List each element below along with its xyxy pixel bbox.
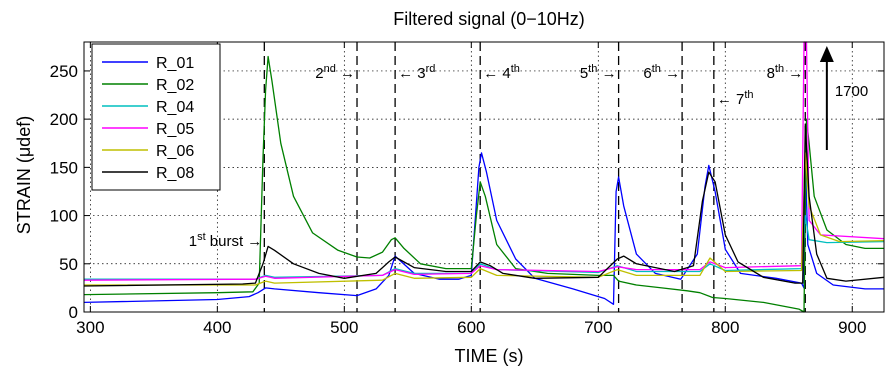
burst-label-part: ←: [717, 91, 736, 108]
burst-label-part: 8: [767, 65, 775, 82]
burst-label-part: →: [243, 233, 262, 250]
burst-label-part: →: [336, 65, 355, 82]
y-tick-label: 0: [69, 303, 78, 322]
burst-label-part: →: [597, 65, 616, 82]
burst-label: 6th →: [643, 63, 680, 82]
burst-label-superscript: th: [744, 89, 753, 101]
x-ticks: 300 400 500 600 700 800 900: [76, 42, 866, 337]
burst-label-part: ←: [483, 65, 502, 82]
y-tick-label: 150: [50, 158, 78, 177]
legend-label: R_06: [156, 143, 194, 160]
burst-label-superscript: th: [588, 63, 597, 75]
x-tick-label: 300: [76, 318, 104, 337]
legend-label: R_02: [156, 77, 194, 94]
y-tick-label: 50: [59, 255, 78, 274]
burst-label: 8th →: [767, 63, 804, 82]
burst-label-part: →: [784, 65, 803, 82]
legend-label: R_01: [156, 55, 194, 72]
burst-label: 2nd →: [315, 63, 355, 82]
burst-label-part: 5: [580, 65, 588, 82]
burst-label: 1st burst →: [189, 231, 263, 250]
y-tick-label: 100: [50, 207, 78, 226]
burst-label-part: 2: [315, 65, 323, 82]
burst-label-part: →: [661, 65, 680, 82]
burst-label-part: 4: [502, 65, 510, 82]
series-line-r_08: [83, 123, 885, 287]
burst-label-superscript: st: [197, 231, 206, 243]
series-line-r_06: [84, 152, 885, 286]
legend-label: R_04: [156, 99, 194, 116]
burst-label-superscript: rd: [426, 63, 436, 75]
plot-lines: [83, 41, 885, 313]
y-tick-label: 250: [50, 62, 78, 81]
burst-label-part: ←: [398, 65, 417, 82]
burst-label: ← 7th: [717, 89, 754, 108]
x-tick-label: 500: [330, 318, 358, 337]
x-tick-label: 900: [838, 318, 866, 337]
legend-label: R_05: [156, 121, 194, 138]
burst-labels: 1st burst →2nd → ← 3rd ← 4th 5th → 6th →← 7t…: [189, 63, 804, 250]
peak-arrow-head: [819, 46, 834, 62]
legend-box: [91, 43, 221, 191]
chart-title: Filtered signal (0−10Hz): [393, 9, 585, 29]
series-line-r_01: [83, 152, 884, 305]
peak-annotation: 1700: [819, 46, 868, 150]
y-ticks: 0 50 100 150 200 250: [50, 62, 884, 322]
legend: R_01 R_02 R_04 R_05 R_06 R_08: [91, 43, 221, 191]
burst-label-part: 7: [736, 91, 744, 108]
legend-label: R_08: [156, 165, 194, 182]
burst-label-superscript: th: [775, 63, 784, 75]
x-axis-label: TIME (s): [455, 346, 524, 366]
plot-frame: [83, 41, 885, 313]
x-tick-label: 700: [584, 318, 612, 337]
burst-label-part: 6: [643, 65, 651, 82]
burst-label-part: 1: [189, 233, 197, 250]
x-tick-label: 600: [457, 318, 485, 337]
burst-label: ← 4th: [483, 63, 520, 82]
x-tick-label: 400: [203, 318, 231, 337]
burst-label-part: burst: [206, 233, 244, 250]
burst-label: ← 3rd: [398, 63, 435, 82]
y-axis-label: STRAIN (μdef): [14, 116, 34, 234]
burst-label-superscript: th: [511, 63, 520, 75]
x-tick-label: 800: [711, 318, 739, 337]
burst-label: 5th →: [580, 63, 617, 82]
peak-value-label: 1700: [835, 83, 868, 100]
series-line-r_02: [83, 55, 884, 313]
burst-label-superscript: th: [652, 63, 661, 75]
burst-label-superscript: nd: [324, 63, 336, 75]
burst-label-part: 3: [417, 65, 425, 82]
y-tick-label: 200: [50, 110, 78, 129]
